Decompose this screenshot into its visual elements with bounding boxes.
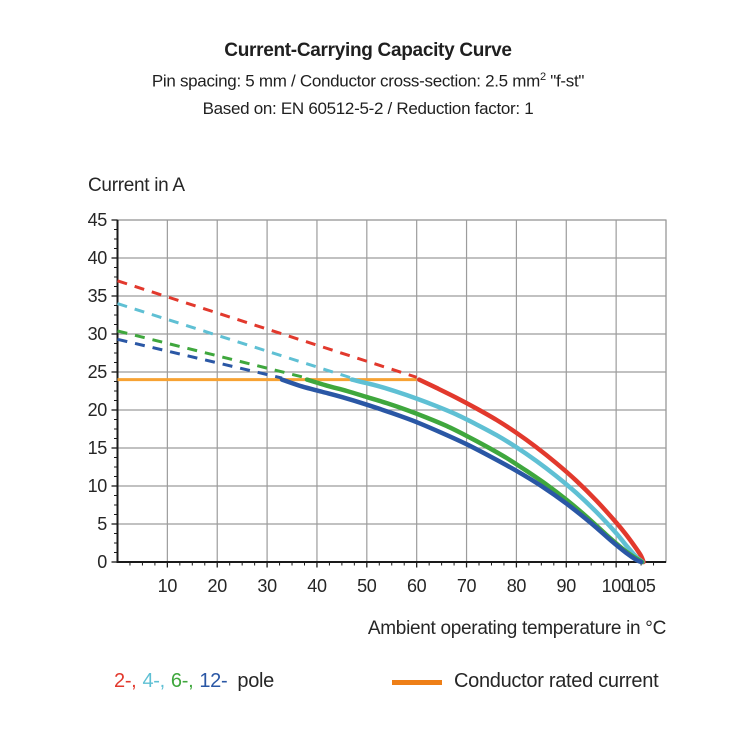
svg-text:20: 20 — [208, 576, 228, 596]
series-4-pole-solid — [349, 377, 645, 565]
chart-header: Current-Carrying Capacity Curve Pin spac… — [0, 38, 736, 122]
svg-text:40: 40 — [88, 248, 108, 268]
series-4-pole-dashed — [117, 302, 353, 380]
svg-text:25: 25 — [88, 362, 108, 382]
svg-text:15: 15 — [88, 438, 108, 458]
chart-title: Current-Carrying Capacity Curve — [224, 40, 512, 61]
svg-text:20: 20 — [88, 400, 108, 420]
y-axis-title: Current in A — [88, 175, 185, 196]
orange-line-swatch — [392, 680, 442, 685]
legend-pole-4-pole: 4-, — [142, 670, 165, 692]
pole-legend: 2-, 4-, 6-, 12- pole — [114, 670, 280, 693]
legend-pole-6-pole: 6-, — [170, 670, 194, 692]
svg-text:0: 0 — [97, 552, 107, 572]
x-axis-title: Ambient operating temperature in °C — [368, 618, 666, 639]
svg-text:70: 70 — [457, 576, 477, 596]
y-tick-labels: 0 5 10 15 20 25 30 35 40 45 — [88, 210, 108, 572]
subtitle-1-text: Pin spacing: 5 mm / Conductor cross-sect… — [151, 71, 540, 91]
grid-lines — [116, 219, 667, 563]
series-6-pole-dashed — [117, 329, 308, 380]
svg-text:45: 45 — [88, 210, 108, 230]
rated-current-label: Conductor rated current — [454, 670, 659, 692]
axes — [116, 220, 666, 563]
svg-text:80: 80 — [507, 576, 527, 596]
legend-pole-12-pole: 12- — [199, 670, 228, 692]
subtitle-1-superscript: 2 — [540, 71, 546, 83]
svg-text:10: 10 — [158, 576, 178, 596]
legend-pole-2-pole: 2-, — [114, 670, 137, 692]
svg-text:50: 50 — [357, 576, 377, 596]
svg-text:10: 10 — [88, 476, 108, 496]
rated-current-legend: Conductor rated current — [392, 670, 659, 693]
chart-subtitle-1: Pin spacing: 5 mm / Conductor cross-sect… — [0, 64, 736, 95]
svg-text:30: 30 — [257, 576, 277, 596]
svg-text:40: 40 — [307, 576, 327, 596]
chart-subtitle-2: Based on: EN 60512-5-2 / Reduction facto… — [202, 98, 534, 118]
svg-text:100: 100 — [602, 576, 631, 596]
svg-text:90: 90 — [557, 576, 577, 596]
svg-text:30: 30 — [88, 324, 108, 344]
svg-text:5: 5 — [97, 514, 107, 534]
svg-text:60: 60 — [407, 576, 427, 596]
series-12-pole-solid — [279, 377, 644, 565]
series-2-pole-solid — [416, 377, 646, 565]
svg-text:35: 35 — [88, 286, 108, 306]
svg-text:105: 105 — [626, 576, 655, 596]
subtitle-1-tail: "f-st" — [545, 71, 585, 91]
axis-ticks — [111, 219, 655, 568]
series-2-pole-dashed — [117, 279, 418, 379]
legend-pole-suffix: pole — [237, 670, 274, 692]
